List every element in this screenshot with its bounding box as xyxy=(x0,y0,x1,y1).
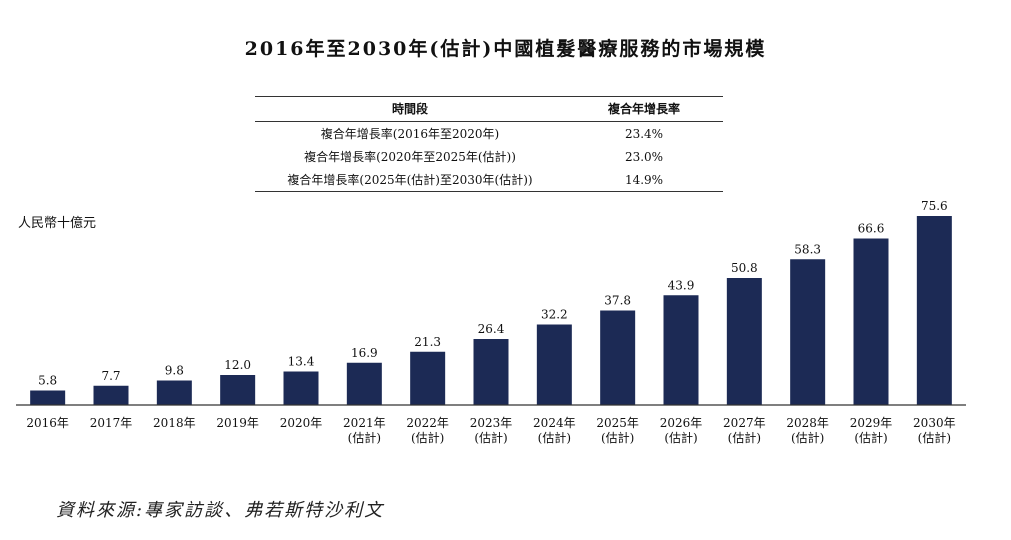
bar xyxy=(346,362,382,405)
cagr-header-period: 時間段 xyxy=(255,96,565,122)
x-tick-label: (估計) xyxy=(918,430,951,445)
bar xyxy=(283,371,319,405)
x-tick-label: 2028年 xyxy=(786,416,829,430)
x-tick-label: 2022年 xyxy=(406,416,449,430)
bar xyxy=(410,351,446,405)
x-tick-label: 2023年 xyxy=(470,416,513,430)
bar-value-label: 75.6 xyxy=(921,199,948,213)
x-tick-label: 2019年 xyxy=(216,416,259,430)
x-tick-label: 2016年 xyxy=(26,416,69,430)
bar xyxy=(536,324,572,405)
bar-value-label: 26.4 xyxy=(478,322,505,336)
cagr-rate-cell: 23.4% xyxy=(624,126,664,141)
bar xyxy=(220,375,256,405)
bar xyxy=(473,339,509,405)
x-tick-label: 2017年 xyxy=(90,416,133,430)
x-tick-label: (估計) xyxy=(538,430,571,445)
bar-value-label: 37.8 xyxy=(604,294,631,308)
x-tick-label: 2021年 xyxy=(343,416,386,430)
x-tick-label: 2024年 xyxy=(533,416,576,430)
bar xyxy=(726,278,762,405)
bar xyxy=(790,259,826,405)
bar-value-label: 43.9 xyxy=(668,278,695,292)
cagr-table-row: 複合年增長率(2020年至2025年(估計)) 23.0% xyxy=(255,145,723,168)
bar xyxy=(156,380,192,405)
x-tick-label: (估計) xyxy=(474,430,507,445)
x-tick-label: 2018年 xyxy=(153,416,196,430)
cagr-period-cell: 複合年增長率(2025年(估計)至2030年(估計)) xyxy=(255,168,565,192)
cagr-table: 時間段 複合年增長率 複合年增長率(2016年至2020年) 23.4% 複合年… xyxy=(255,96,723,192)
y-axis-unit-label: 人民幣十億元 xyxy=(18,216,97,231)
cagr-table-row: 複合年增長率(2016年至2020年) 23.4% xyxy=(255,122,723,146)
cagr-rate-cell: 23.0% xyxy=(624,149,664,164)
bar-value-label: 16.9 xyxy=(351,346,378,360)
bar xyxy=(30,390,66,405)
cagr-header-rate: 複合年增長率 xyxy=(565,96,723,122)
cagr-rate-cell: 14.9% xyxy=(565,168,723,192)
bar xyxy=(93,385,129,405)
cagr-period-cell: 複合年增長率(2020年至2025年(估計)) xyxy=(304,150,516,164)
bar-value-label: 12.0 xyxy=(224,358,251,372)
chart-title: 2016年至2030年(估計)中國植髮醫療服務的市場規模 xyxy=(244,38,767,60)
bar xyxy=(663,295,699,405)
x-tick-label: (估計) xyxy=(728,430,761,445)
x-tick-label: (估計) xyxy=(411,430,444,445)
x-tick-label: 2030年 xyxy=(913,416,956,430)
x-tick-label: 2029年 xyxy=(850,416,893,430)
bar-value-label: 21.3 xyxy=(414,335,441,349)
cagr-table-header-row: 時間段 複合年增長率 xyxy=(255,96,723,122)
bar-value-label: 32.2 xyxy=(541,308,568,322)
bar-value-label: 9.8 xyxy=(165,364,184,378)
x-tick-label: (估計) xyxy=(664,430,697,445)
x-tick-label: (估計) xyxy=(601,430,634,445)
bar xyxy=(853,238,889,405)
x-tick-label: 2027年 xyxy=(723,416,766,430)
bar xyxy=(600,310,636,405)
cagr-table-row: 複合年增長率(2025年(估計)至2030年(估計)) 14.9% xyxy=(255,168,723,192)
x-tick-label: (估計) xyxy=(854,430,887,445)
source-note: 資料來源:專家訪談、弗若斯特沙利文 xyxy=(56,500,385,521)
x-tick-label: 2020年 xyxy=(280,416,323,430)
bar-value-label: 5.8 xyxy=(38,374,57,388)
cagr-period-cell: 複合年增長率(2016年至2020年) xyxy=(320,127,500,141)
x-tick-label: (估計) xyxy=(348,430,381,445)
bar-value-label: 7.7 xyxy=(101,369,120,383)
x-tick-label: 2025年 xyxy=(596,416,639,430)
bar-value-label: 58.3 xyxy=(794,242,821,256)
bar-value-label: 13.4 xyxy=(288,355,315,369)
bar xyxy=(916,216,952,405)
bar-value-label: 66.6 xyxy=(858,222,885,236)
x-tick-label: 2026年 xyxy=(660,416,703,430)
bar-value-label: 50.8 xyxy=(731,261,758,275)
x-tick-label: (估計) xyxy=(791,430,824,445)
